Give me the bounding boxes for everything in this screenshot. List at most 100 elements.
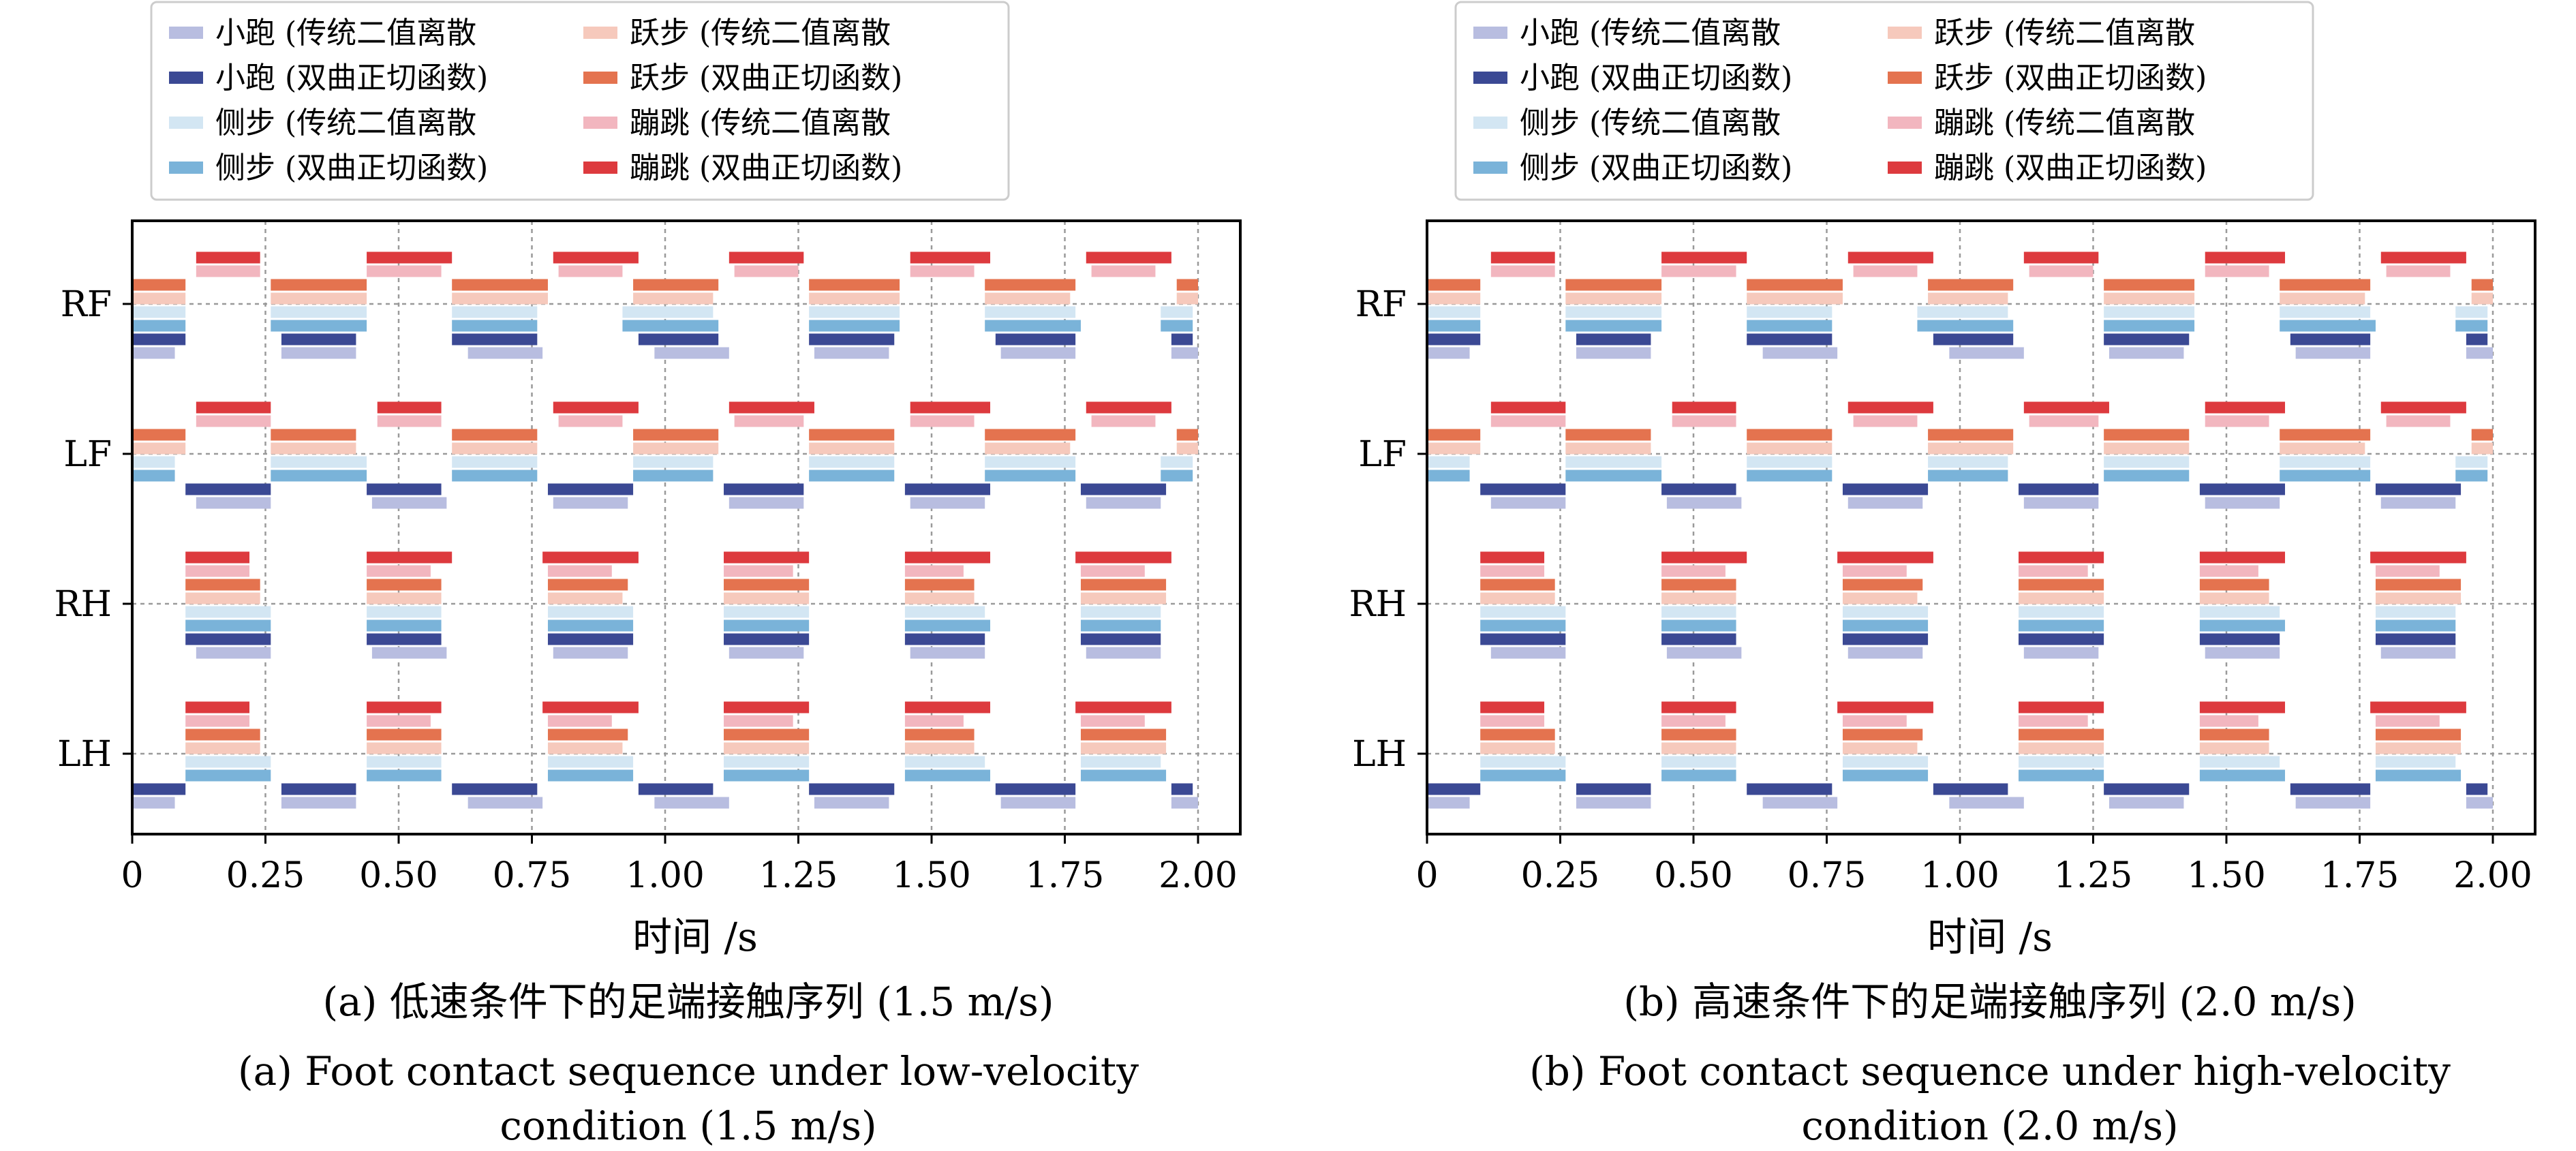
contact-bar: [2280, 456, 2371, 468]
contact-bar: [724, 715, 793, 727]
contact-bar: [271, 279, 367, 291]
contact-bar: [724, 565, 793, 577]
contact-bar: [734, 265, 799, 277]
contact-bar: [367, 769, 442, 782]
contact-bar: [904, 565, 964, 577]
contact-bar: [2380, 497, 2456, 509]
contact-bar: [2104, 470, 2190, 482]
contact-bar: [1576, 783, 1651, 795]
contact-bar: [1576, 333, 1651, 346]
contact-bar: [185, 756, 271, 768]
contact-bar: [1480, 633, 1566, 645]
contact-bar: [1480, 551, 1545, 564]
contact-bar: [724, 592, 810, 604]
contact-bar: [1490, 497, 1566, 509]
contact-bar: [553, 401, 639, 414]
contact-bar: [2019, 633, 2104, 645]
contact-bar: [1480, 606, 1566, 618]
plot-border-b: [1426, 219, 2536, 835]
contact-bar: [1480, 592, 1555, 604]
contact-bar: [185, 769, 271, 782]
contact-bar: [547, 769, 634, 782]
contact-bar: [1672, 415, 1736, 427]
contact-bar: [132, 320, 186, 332]
contact-bar: [2455, 306, 2488, 318]
contact-bar: [1480, 701, 1545, 713]
contact-bar: [809, 292, 900, 305]
contact-bar: [2375, 483, 2462, 495]
contact-bar: [1161, 470, 1193, 482]
contact-bar: [1427, 470, 1470, 482]
contact-bar: [2019, 579, 2104, 591]
contact-bar: [185, 728, 260, 741]
contact-bar: [2205, 265, 2269, 277]
legend-label: 蹦跳 (双曲正切函数): [630, 151, 902, 185]
contact-bar: [367, 742, 442, 754]
contact-bar: [1672, 401, 1736, 414]
contact-bar: [1075, 701, 1171, 713]
legend-label: 小跑 (传统二值离散: [1520, 16, 1781, 50]
contact-bar: [2375, 728, 2462, 741]
contact-bar: [1427, 442, 1481, 455]
contact-bar: [558, 415, 623, 427]
contact-bar: [1747, 456, 1833, 468]
contact-bar: [367, 592, 442, 604]
contact-bar: [814, 347, 889, 359]
legend-swatch: [169, 72, 203, 84]
contact-bar: [1928, 470, 2008, 482]
contact-bar: [1091, 415, 1156, 427]
contact-bar: [558, 265, 623, 277]
contact-bar: [452, 333, 538, 346]
legend-label: 蹦跳 (传统二值离散: [1934, 106, 2195, 140]
contact-bar: [910, 401, 991, 414]
contact-bar: [2455, 320, 2488, 332]
legend-label: 侧步 (双曲正切函数): [215, 151, 488, 185]
contact-bar: [1847, 497, 1923, 509]
contact-bar: [1427, 320, 1481, 332]
contact-bar: [2104, 442, 2190, 455]
caption-en-line2-a: condition (1.5 m/s): [500, 1103, 876, 1149]
contact-bar: [1842, 579, 1923, 591]
contact-bar: [2375, 565, 2440, 577]
contact-bar: [367, 633, 442, 645]
contact-bar: [724, 633, 810, 645]
contact-bar: [1661, 633, 1736, 645]
contact-bar: [2380, 401, 2466, 414]
contact-bar: [2471, 429, 2493, 441]
contact-bar: [985, 429, 1076, 441]
contact-bar: [2375, 769, 2462, 782]
legend-swatch: [1888, 72, 1922, 84]
contact-bar: [1080, 483, 1167, 495]
contact-bar: [2104, 292, 2195, 305]
contact-bar: [2280, 320, 2376, 332]
contact-bar: [724, 483, 804, 495]
contact-bar: [809, 279, 900, 291]
legend-swatch: [169, 162, 203, 174]
contact-bar: [633, 442, 719, 455]
contact-bar: [1480, 769, 1566, 782]
contact-bar: [2019, 551, 2104, 564]
contact-bar: [1842, 633, 1929, 645]
contact-bar: [2104, 456, 2190, 468]
contact-bar: [132, 279, 186, 291]
contact-bar: [2199, 579, 2269, 591]
contact-bar: [809, 783, 895, 795]
contact-bar: [1661, 742, 1736, 754]
contact-bar: [2199, 756, 2280, 768]
contact-bar: [1661, 728, 1736, 741]
contact-bar: [1917, 320, 2014, 332]
contact-bar: [910, 415, 975, 427]
contact-bar: [2199, 742, 2269, 754]
contact-bar: [814, 797, 889, 809]
contact-bar: [1928, 429, 2014, 441]
contact-bar: [547, 483, 634, 495]
contact-bar: [2019, 742, 2104, 754]
contact-bar: [1661, 715, 1726, 727]
contact-bar: [985, 279, 1076, 291]
contact-bar: [2280, 470, 2371, 482]
contact-bar: [1427, 306, 1481, 318]
contact-bar: [1747, 429, 1833, 441]
contact-bar: [1080, 592, 1167, 604]
